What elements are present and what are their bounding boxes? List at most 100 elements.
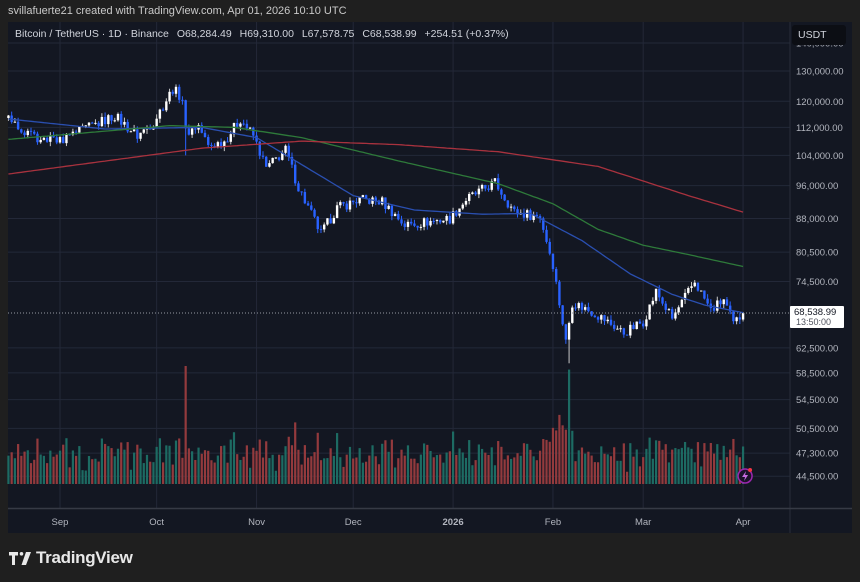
volume-bars (7, 366, 745, 484)
candle-body (490, 181, 493, 190)
candle-body (248, 127, 252, 129)
volume-bar (545, 439, 548, 484)
volume-bar (7, 455, 10, 484)
candle-body (103, 116, 107, 125)
volume-bar (706, 451, 709, 484)
volume-bar (133, 452, 136, 484)
volume-bar (381, 443, 384, 484)
candle-body (680, 299, 684, 308)
price-tick-label: 104,000.00 (796, 151, 844, 162)
volume-bar (461, 452, 464, 484)
candle-body (641, 323, 645, 327)
candle-body (345, 203, 348, 210)
price-tick-label: 74,500.00 (796, 277, 838, 288)
candle-body (171, 91, 174, 94)
candle-body (142, 129, 145, 133)
candle-body (49, 135, 52, 142)
volume-bar (445, 452, 448, 484)
volume-bar (107, 446, 110, 484)
candle-body (535, 214, 539, 217)
candle-body (442, 220, 445, 223)
candle-body (316, 216, 319, 230)
candle-body (400, 219, 403, 224)
volume-bar (75, 455, 78, 484)
candle-body (16, 121, 20, 130)
volume-bar (20, 455, 23, 484)
volume-bar (590, 455, 593, 484)
candle-body (551, 253, 555, 269)
candle-body (735, 317, 738, 322)
volume-bar (671, 449, 674, 484)
candle-body (438, 220, 442, 223)
candle-body (487, 188, 490, 190)
candle-body (36, 133, 39, 143)
candle-body (670, 309, 674, 319)
candle-body (158, 109, 162, 119)
volume-bar (477, 444, 480, 484)
candle-body (287, 145, 290, 157)
candle-body (184, 100, 187, 129)
volume-bar (29, 463, 33, 484)
volume-bar (252, 447, 255, 484)
volume-bar (648, 437, 651, 484)
volume-bar (732, 438, 735, 484)
volume-bar (84, 470, 87, 484)
volume-bar (232, 432, 236, 484)
volume-bar (58, 450, 62, 484)
candle-body (123, 121, 126, 125)
candle-body (319, 229, 323, 231)
candle-body (661, 297, 664, 304)
volume-bar (413, 458, 416, 484)
candle-body (513, 206, 516, 210)
candle-body (593, 315, 597, 318)
volume-bar (674, 448, 677, 484)
volume-bar (712, 453, 716, 484)
time-tick-label: Apr (736, 517, 751, 528)
volume-bar (287, 436, 290, 484)
volume-bar (690, 448, 693, 484)
volume-bar (332, 455, 335, 484)
candle-body (226, 141, 229, 143)
volume-bar (345, 454, 348, 484)
candle-body (600, 315, 603, 320)
volume-bar (448, 451, 451, 484)
volume-bar (516, 453, 519, 484)
price-tick-label: 130,000.00 (796, 67, 844, 78)
symbol-name[interactable]: Bitcoin / TetherUS · 1D · Binance (15, 28, 169, 40)
candle-body (229, 134, 232, 142)
volume-bar (303, 445, 306, 484)
candle-body (422, 218, 426, 227)
candle-body (471, 192, 474, 194)
candle-body (455, 211, 458, 216)
volume-bar (261, 457, 265, 484)
bar-countdown-label: 13:50:00 (796, 317, 831, 327)
candle-body (648, 304, 651, 320)
currency-unit-button[interactable]: USDT (792, 25, 846, 45)
volume-bar (81, 470, 84, 484)
candle-body (23, 132, 26, 136)
volume-bar (207, 450, 210, 484)
candle-body (706, 298, 709, 304)
candle-body (332, 217, 336, 224)
candle-body (174, 86, 178, 94)
volume-bar (455, 454, 458, 484)
volume-bar (110, 448, 113, 484)
candle-body (313, 209, 316, 217)
volume-bar (374, 456, 377, 484)
volume-bar (87, 456, 91, 484)
candle-body (448, 215, 452, 224)
candle-body (129, 131, 133, 133)
candle-body (294, 164, 297, 184)
candle-body (664, 303, 667, 310)
volume-bar (442, 462, 445, 484)
price-tick-label: 80,500.00 (796, 248, 838, 259)
volume-bar (187, 448, 190, 484)
volume-bar (120, 442, 123, 484)
candle-body (564, 324, 568, 340)
candle-body (329, 218, 332, 224)
volume-bar (258, 439, 261, 484)
volume-bar (667, 462, 671, 484)
volume-bar (542, 439, 545, 484)
volume-bar (587, 451, 590, 484)
